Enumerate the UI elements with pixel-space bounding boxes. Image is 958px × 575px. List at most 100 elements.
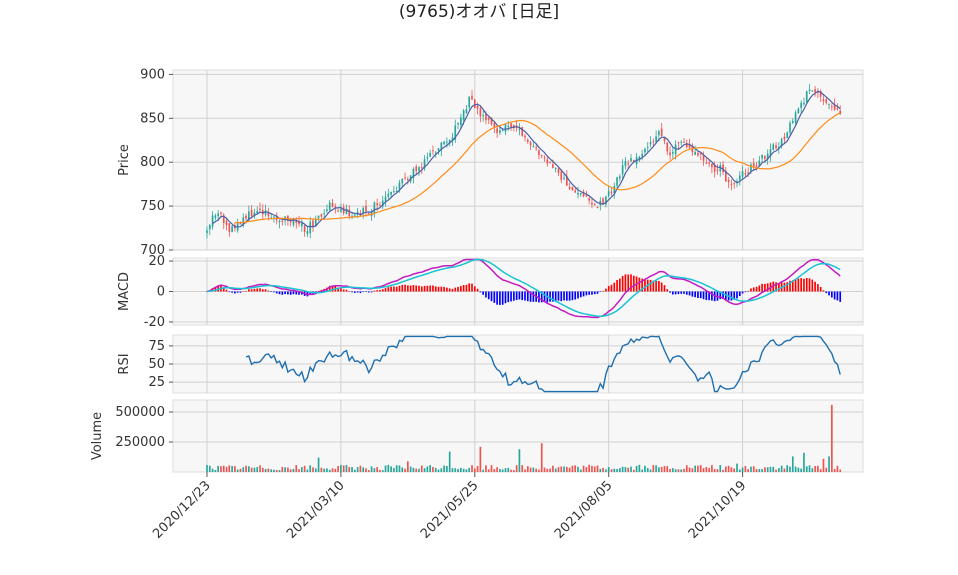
candle-body: [312, 220, 314, 227]
candle-body: [758, 160, 761, 166]
volume-bar: [577, 466, 579, 472]
volume-bar: [493, 469, 496, 472]
macd-histogram-bar: [301, 291, 303, 295]
macd-histogram-bar: [510, 291, 512, 302]
macd-histogram-bar: [356, 291, 359, 293]
macd-histogram-bar: [476, 288, 479, 292]
macd-histogram-bar: [699, 291, 702, 299]
volume-bar: [524, 469, 526, 472]
volume-bar: [471, 465, 473, 472]
volume-bar: [808, 465, 811, 472]
candle-body: [660, 128, 663, 136]
volume-bar: [387, 464, 390, 472]
macd-histogram-bar: [758, 285, 761, 292]
volume-bar: [627, 467, 630, 472]
macd-signal-line: [206, 258, 841, 317]
volume-bar: [641, 469, 643, 472]
candle-body: [208, 224, 211, 230]
volume-bar: [510, 469, 512, 472]
macd-histogram-bar: [766, 283, 769, 292]
macd-histogram-bar: [540, 291, 543, 303]
macd-histogram-bar: [800, 278, 802, 292]
macd-histogram-bar: [298, 291, 300, 295]
volume-bar: [596, 465, 599, 472]
macd-histogram-bar: [398, 285, 401, 292]
volume-bar: [390, 466, 392, 472]
macd-histogram-bar: [571, 291, 574, 301]
candle-body: [426, 157, 429, 159]
candle-body: [780, 138, 783, 147]
volume-bar: [373, 468, 376, 472]
macd-histogram-bar: [267, 290, 270, 292]
volume-bar: [208, 465, 211, 472]
volume-bar: [747, 469, 749, 472]
volume-bar: [658, 467, 660, 472]
volume-bar: [214, 470, 217, 472]
candle-body: [554, 168, 557, 170]
volume-bar: [738, 469, 741, 472]
macd-histogram-bar: [674, 291, 677, 295]
volume-bar: [261, 467, 264, 472]
candle-body: [225, 220, 228, 226]
volume-bar: [688, 467, 691, 472]
volume-bar: [750, 466, 752, 472]
macd-histogram-bar: [529, 291, 532, 302]
volume-bar: [794, 466, 797, 472]
candle-body: [791, 120, 794, 123]
candle-body: [381, 200, 384, 207]
volume-bar: [515, 465, 518, 472]
volume-bar: [557, 467, 560, 472]
volume-bar: [616, 468, 618, 472]
volume-bar: [217, 465, 219, 472]
candle-body: [825, 99, 828, 103]
macd-histogram-bar: [778, 282, 780, 292]
volume-bar: [752, 466, 755, 472]
macd-histogram-bar: [711, 291, 713, 301]
candle-body: [407, 179, 409, 181]
volume-bar: [571, 465, 574, 472]
macd-histogram-bar: [415, 285, 418, 292]
candle-body: [655, 136, 657, 143]
candle-body: [434, 152, 437, 154]
candle-body: [560, 171, 563, 181]
volume-bar: [543, 467, 546, 472]
volume-bar: [619, 468, 621, 472]
macd-histogram-bar: [278, 291, 281, 295]
volume-bar: [554, 468, 557, 472]
volume-bar: [245, 465, 247, 472]
candle-body: [677, 142, 680, 144]
macd-histogram-bar: [473, 286, 476, 292]
candle-body: [627, 163, 630, 165]
candle-body: [471, 95, 473, 100]
volume-bar: [250, 467, 253, 472]
volume-bar: [624, 467, 627, 472]
volume-bar: [395, 465, 398, 472]
volume-bar: [409, 466, 412, 472]
candle-body: [783, 136, 786, 140]
candle-body: [317, 215, 320, 219]
volume-bar: [574, 465, 577, 472]
volume-bar: [362, 467, 365, 472]
macd-histogram-bar: [761, 283, 763, 292]
candle-body: [702, 155, 705, 161]
macd-histogram-bar: [579, 291, 582, 298]
volume-bar: [566, 466, 568, 472]
candle-body: [566, 176, 568, 186]
candle-body: [440, 142, 443, 151]
volume-bar: [292, 468, 295, 472]
macd-histogram-bar: [412, 285, 415, 292]
candle-body: [568, 187, 571, 189]
volume-bar: [610, 469, 613, 472]
macd-histogram-bar: [273, 291, 275, 293]
candle-body: [755, 164, 758, 167]
macd-histogram-bar: [504, 291, 507, 304]
candle-body: [228, 223, 231, 232]
macd-histogram-bar: [264, 289, 267, 292]
volume-bar: [764, 467, 766, 472]
volume-bar: [588, 464, 590, 472]
candle-body: [256, 210, 259, 214]
macd-histogram-bar: [552, 291, 554, 302]
macd-histogram-bar: [228, 291, 231, 293]
price-axis-label: Price: [117, 144, 132, 176]
